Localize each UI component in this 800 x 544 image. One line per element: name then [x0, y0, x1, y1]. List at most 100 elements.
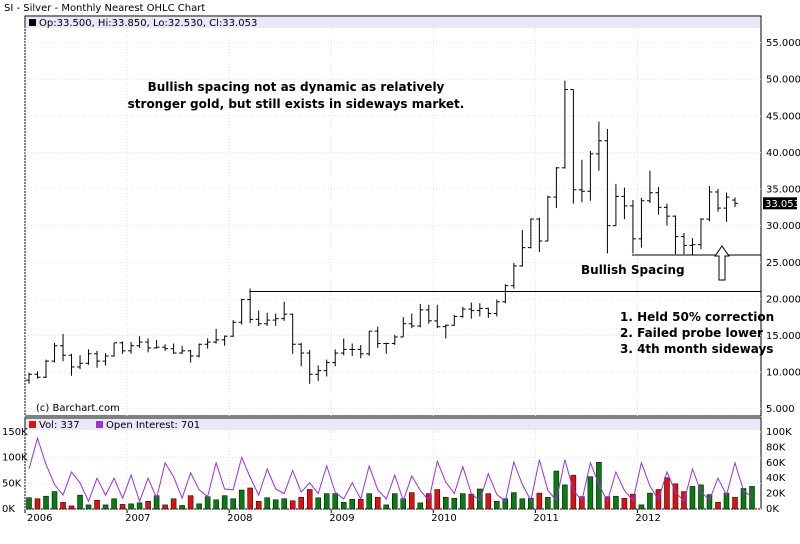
ohlc-bar: [119, 341, 126, 354]
ohlc-legend: Op:33.500, Hi:33.850, Lo:32.530, Cl:33.0…: [39, 18, 257, 29]
volume-legend-band: [26, 419, 760, 430]
ohlc-bar: [612, 183, 619, 227]
price-axis: 55.000 50.000 45.000 40.000 35.000 30.00…: [766, 38, 800, 415]
ohlc-bar: [527, 218, 534, 249]
vol-tick-label: 50K: [2, 478, 22, 489]
volume-bar: [204, 496, 211, 510]
ohlc-bar: [187, 350, 194, 363]
oi-legend-marker: [96, 421, 103, 428]
volume-bar: [451, 497, 458, 510]
volume-bar: [392, 493, 398, 510]
volume-bar: [26, 497, 32, 510]
ohlc-bar: [502, 284, 509, 304]
volume-bar: [460, 493, 466, 510]
ohlc-bar: [400, 317, 407, 338]
ohlc-bar: [85, 349, 92, 365]
chart-title: SI - Silver - Monthly Nearest OHLC Chart: [4, 3, 205, 14]
oi-tick-label: 40K: [766, 473, 786, 484]
ohlc-bar: [349, 343, 356, 356]
note-1: 1. Held 50% correction: [620, 310, 774, 324]
ohlc-bar: [145, 338, 152, 353]
ohlc-bar: [136, 336, 143, 348]
volume-bar: [511, 492, 517, 510]
ohlc-bar: [196, 343, 203, 358]
volume-bar: [443, 496, 449, 510]
volume-bar: [111, 498, 117, 510]
volume-bar: [374, 496, 381, 510]
last-price-label: 33.053: [765, 199, 800, 210]
volume-bar: [323, 493, 330, 510]
volume-bars: [26, 462, 755, 510]
ohlc-bar: [434, 304, 441, 329]
volume-bar: [230, 498, 236, 510]
volume-bar: [170, 498, 177, 510]
ohlc-bar: [221, 335, 228, 346]
volume-bar: [281, 498, 287, 510]
volume-bar: [213, 499, 219, 510]
ohlc-bar: [43, 359, 50, 378]
oi-tick-label: 80K: [766, 442, 786, 453]
volume-bar: [689, 486, 696, 510]
vol-tick-label: 100K: [2, 453, 28, 464]
volume-bar: [315, 497, 321, 510]
ohlc-bar: [604, 129, 611, 254]
volume-bar: [51, 491, 58, 510]
ohlc-bar: [162, 344, 169, 351]
ohlc-bar: [672, 215, 679, 255]
ohlc-bar: [629, 200, 636, 254]
ohlc-bar: [272, 313, 279, 326]
volume-bar: [485, 493, 492, 510]
ohlc-bar: [391, 334, 398, 345]
volume-bar: [400, 498, 407, 510]
volume-bar: [340, 502, 347, 510]
ohlc-bar: [553, 167, 560, 209]
ohlc-bar: [510, 262, 517, 289]
ohlc-bar: [77, 355, 84, 370]
oi-tick-label: 0K: [766, 504, 779, 515]
x-tick-label: 2006: [27, 513, 52, 524]
volume-bar: [604, 496, 611, 510]
ohlc-bar: [230, 320, 237, 337]
ohlc-bar: [476, 303, 483, 317]
volume-bar: [621, 497, 628, 510]
volume-bar: [672, 483, 679, 510]
ohlc-bar: [714, 189, 721, 212]
x-tick-label: 2012: [635, 513, 660, 524]
ohlc-bar: [51, 342, 58, 363]
volume-bar: [136, 502, 143, 510]
vol-legend-marker: [29, 421, 36, 428]
ohlc-bar: [595, 121, 602, 171]
ohlc-bar: [289, 313, 296, 354]
volume-bar: [536, 492, 543, 510]
volume-bar: [68, 505, 75, 510]
ohlc-bar: [264, 312, 271, 326]
ohlc-bar: [459, 306, 466, 318]
ohlc-bar: [732, 197, 738, 208]
oi-axis: 100K 80K 60K 40K 20K 0K: [766, 427, 792, 515]
y-tick-label: 40.000: [766, 148, 800, 159]
headline-line-1: Bullish spacing not as dynamic as relati…: [148, 80, 445, 94]
volume-bar: [60, 502, 66, 510]
ohlc-bar: [179, 345, 186, 354]
x-tick-label: 2009: [329, 513, 354, 524]
volume-bar: [570, 474, 577, 510]
volume-bar: [519, 498, 526, 510]
volume-bar: [349, 498, 355, 510]
volume-grid: [24, 430, 761, 513]
ohlc-bar: [247, 288, 254, 324]
x-tick-label: 2008: [227, 513, 252, 524]
ohlc-legend-marker: [29, 19, 36, 26]
volume-bar: [298, 496, 304, 510]
ohlc-bar: [102, 353, 109, 366]
ohlc-bar: [238, 298, 245, 325]
y-tick-label: 10.000: [766, 368, 800, 379]
volume-bar: [306, 489, 313, 510]
ohlc-bar: [332, 349, 339, 367]
ohlc-bar: [213, 328, 220, 344]
time-axis: 2006 2007 2008 2009 2010 2011 2012: [27, 513, 661, 524]
volume-bar: [272, 499, 279, 510]
volume-bar: [613, 495, 619, 510]
volume-bar: [749, 486, 755, 510]
ohlc-bar: [689, 238, 696, 255]
